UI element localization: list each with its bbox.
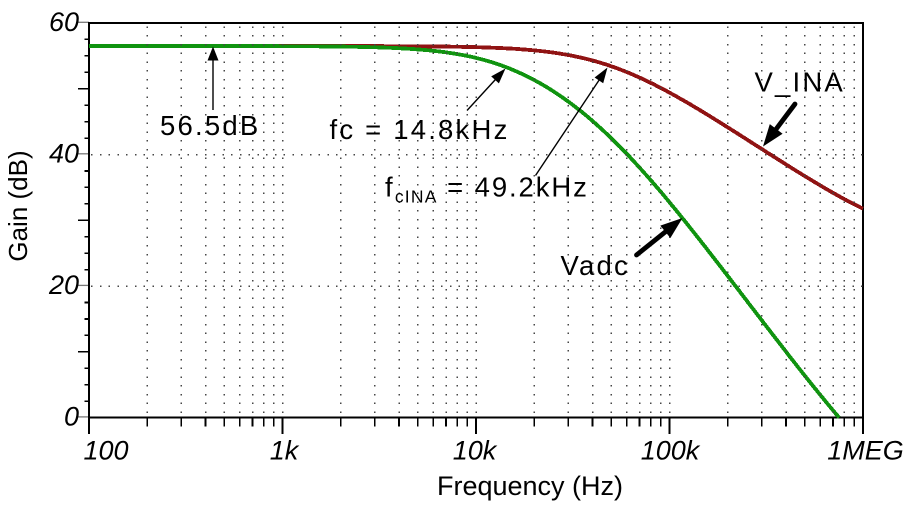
svg-text:56.5dB: 56.5dB — [160, 110, 260, 141]
svg-text:V_INA: V_INA — [755, 67, 845, 98]
svg-text:1k: 1k — [270, 436, 300, 466]
svg-text:40: 40 — [49, 139, 79, 169]
svg-text:20: 20 — [48, 270, 79, 300]
svg-text:60: 60 — [49, 7, 79, 37]
svg-text:100k: 100k — [641, 436, 701, 466]
svg-text:Vadc: Vadc — [561, 250, 630, 281]
svg-text:10k: 10k — [453, 436, 498, 466]
svg-text:100: 100 — [83, 436, 128, 466]
svg-text:1MEG: 1MEG — [827, 436, 904, 466]
svg-text:fc = 14.8kHz: fc = 14.8kHz — [330, 114, 510, 145]
svg-text:Gain (dB): Gain (dB) — [3, 150, 33, 261]
svg-text:0: 0 — [64, 402, 79, 432]
svg-text:Frequency (Hz): Frequency (Hz) — [437, 471, 623, 501]
